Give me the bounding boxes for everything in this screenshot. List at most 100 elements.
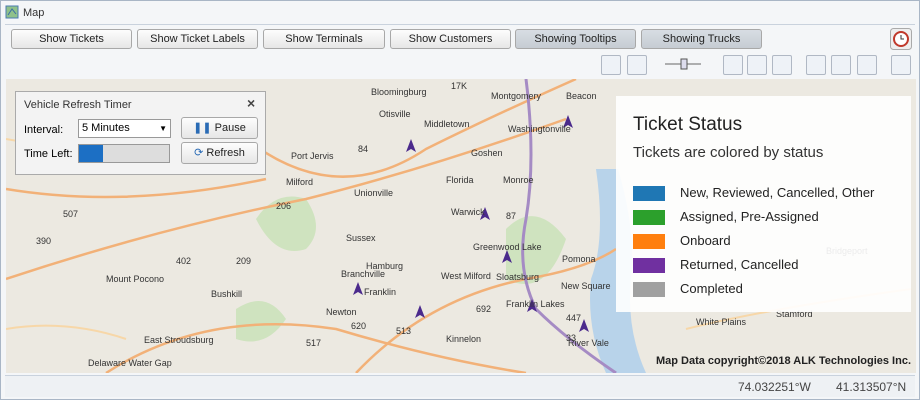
map-label: Beacon [566, 91, 597, 101]
map-label: Pomona [562, 254, 596, 264]
legend-label: Onboard [680, 233, 731, 248]
map-label: 692 [476, 304, 491, 314]
map-label: 402 [176, 256, 191, 266]
time-left-label: Time Left: [24, 148, 73, 160]
map-label: Kinnelon [446, 334, 481, 344]
truck-marker[interactable] [502, 250, 512, 263]
map-label: Middletown [424, 119, 470, 129]
map-label: Goshen [471, 148, 503, 158]
map-label: Franklin [364, 287, 396, 297]
map-label: Florida [446, 175, 474, 185]
map-label: New Square [561, 281, 611, 291]
draw-rect-button[interactable] [747, 55, 767, 75]
zoom-out-button[interactable] [831, 55, 851, 75]
truck-marker[interactable] [480, 207, 490, 220]
interval-select[interactable]: 5 Minutes ▼ [78, 119, 171, 138]
layer-button[interactable] [601, 55, 621, 75]
show-customers-button[interactable]: Show Customers [390, 29, 511, 49]
copyright: Map Data copyright©2018 ALK Technologies… [656, 355, 911, 367]
progress-fill [79, 145, 103, 162]
legend-title: Ticket Status [633, 114, 743, 135]
refresh-button[interactable]: ⟳ Refresh [181, 142, 258, 164]
map-label: 209 [236, 256, 251, 266]
map-label: Stamford [776, 309, 813, 319]
map-label: Greenwood Lake [473, 242, 542, 252]
map-label: Unionville [354, 188, 393, 198]
map-label: West Milford [441, 271, 491, 281]
legend-label: Returned, Cancelled [680, 257, 799, 272]
close-button[interactable]: × [247, 95, 256, 111]
legend-swatch [633, 210, 665, 225]
map-label: Newton [326, 307, 357, 317]
legend-swatch [633, 282, 665, 297]
map-label: East Stroudsburg [144, 335, 214, 345]
map-label: 620 [351, 321, 366, 331]
draw-polygon-button[interactable] [723, 55, 743, 75]
timer-title: Vehicle Refresh Timer [24, 99, 132, 111]
map-label: Branchville [341, 269, 385, 279]
interval-label: Interval: [24, 124, 64, 136]
map-label: White Plains [696, 317, 747, 327]
map-label: 33 [566, 333, 576, 343]
legend-label: New, Reviewed, Cancelled, Other [680, 185, 875, 200]
window-icon [5, 5, 19, 19]
status-bar: 74.032251°W 41.313507°N [5, 375, 915, 397]
map-label: 87 [506, 211, 516, 221]
refresh-timer-panel: Vehicle Refresh Timer × Interval: 5 Minu… [15, 91, 266, 175]
truck-marker[interactable] [563, 115, 573, 128]
show-ticket-labels-button[interactable]: Show Ticket Labels [137, 29, 258, 49]
map-label: Bloomingburg [371, 87, 427, 97]
clock-button[interactable] [890, 28, 912, 50]
map-label: Warwick [451, 207, 485, 217]
measure-button[interactable] [772, 55, 792, 75]
park-area [236, 196, 566, 342]
map-label: 513 [396, 326, 411, 336]
show-tickets-button[interactable]: Show Tickets [11, 29, 132, 49]
interval-value: 5 Minutes [82, 122, 130, 134]
map-label: Bushkill [211, 289, 242, 299]
latitude: 41.313507°N [836, 380, 907, 394]
truck-marker[interactable] [579, 319, 589, 332]
map-label: Delaware Water Gap [88, 358, 172, 368]
map-label: Sussex [346, 233, 376, 243]
zoom-in-button[interactable] [806, 55, 826, 75]
time-left-bar [78, 144, 170, 163]
refresh-map-button[interactable] [891, 55, 911, 75]
legend-swatch [633, 258, 665, 273]
map-label: Hamburg [366, 261, 403, 271]
interstate [521, 79, 617, 373]
window-title: Map [23, 7, 45, 19]
map-label: Sloatsburg [496, 272, 539, 282]
truck-marker[interactable] [415, 305, 425, 318]
legend-panel: Ticket Status Tickets are colored by sta… [616, 96, 911, 312]
layer-button[interactable] [627, 55, 647, 75]
truck-marker[interactable] [527, 299, 537, 312]
legend-swatch [633, 186, 665, 201]
dropdown-arrow: ▼ [159, 124, 167, 133]
locate-button[interactable] [857, 55, 877, 75]
map-label: Milford [286, 177, 313, 187]
map-label: 84 [358, 144, 368, 154]
showing-trucks-button[interactable]: Showing Trucks [641, 29, 762, 49]
map-label: 17K [451, 81, 467, 91]
map-label: 390 [36, 236, 51, 246]
map-label: Port Jervis [291, 151, 334, 161]
map-label: Franklin Lakes [506, 299, 565, 309]
refresh-text: Refresh [206, 147, 245, 159]
map-label: Montgomery [491, 91, 542, 101]
map-label: Monroe [503, 175, 534, 185]
showing-tooltips-button[interactable]: Showing Tooltips [515, 29, 636, 49]
legend-subtitle: Tickets are colored by status [633, 144, 824, 161]
truck-marker[interactable] [406, 139, 416, 152]
truck-markers [353, 115, 589, 332]
legend-label: Assigned, Pre-Assigned [680, 209, 819, 224]
pause-button[interactable]: ❚❚ Pause [181, 117, 258, 139]
road [6, 79, 617, 373]
zoom-slider[interactable] [663, 57, 703, 71]
map-label: Mount Pocono [106, 274, 164, 284]
truck-marker[interactable] [353, 282, 363, 295]
map-label: River Vale [568, 338, 609, 348]
map-label: 517 [306, 338, 321, 348]
show-terminals-button[interactable]: Show Terminals [263, 29, 385, 49]
